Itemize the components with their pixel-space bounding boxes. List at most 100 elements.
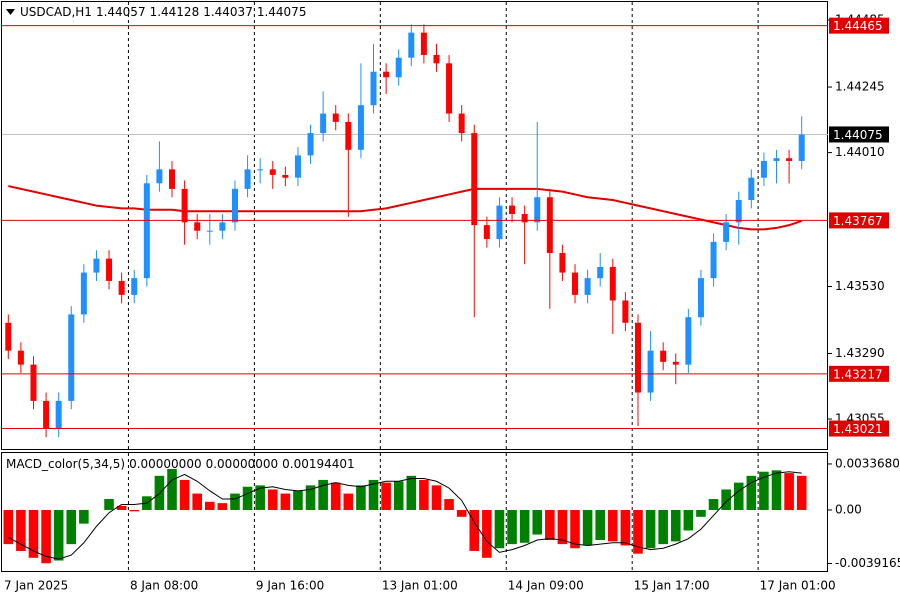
macd-bar [696, 509, 706, 517]
candle-body [244, 169, 251, 189]
hist-value: 0.00194401 [282, 457, 355, 471]
candle-body [597, 266, 604, 279]
macd-bar [658, 509, 668, 545]
candle-body [735, 200, 742, 223]
y-tick-label: -0.0039165 [835, 556, 900, 570]
macd-bar [192, 493, 202, 510]
x-tick-label: 14 Jan 09:00 [508, 579, 584, 593]
macd-bar [104, 499, 114, 510]
candle-body [559, 253, 566, 273]
macd-bar [545, 509, 555, 541]
macd-bar [217, 503, 228, 510]
candle-body [672, 361, 679, 365]
macd-bar [267, 489, 278, 510]
macd-bar [633, 509, 643, 554]
candle-body [546, 197, 553, 254]
open-value: 1.44057 [95, 5, 146, 19]
macd-bar [419, 479, 429, 510]
macd-bar [759, 471, 769, 510]
candle-body [169, 169, 176, 189]
macd-bar [255, 485, 265, 510]
macd-bar [3, 509, 14, 545]
low-value: 1.44037 [203, 5, 253, 19]
candle-body [496, 205, 503, 240]
candle-body [156, 169, 163, 184]
macd-bar [683, 509, 694, 531]
candle-body [320, 113, 327, 134]
candle-body [5, 322, 12, 351]
macd-bar [293, 490, 303, 510]
candle-body [17, 350, 24, 365]
candle-body [231, 188, 238, 223]
candle-body [786, 158, 793, 161]
macd-bar [368, 479, 379, 510]
candle-body [647, 350, 654, 393]
candle-body [294, 155, 301, 178]
level-tag [829, 17, 889, 34]
candle-body [697, 278, 704, 318]
level-tag [829, 420, 889, 437]
candle-body [357, 105, 364, 150]
candle-body [80, 272, 87, 315]
macd-bar [507, 509, 517, 545]
macd-bar [66, 509, 77, 545]
macd-value: 0.00000000 [129, 457, 202, 471]
candle-body [685, 317, 692, 365]
macd-frame [1, 452, 828, 572]
macd-bar [557, 509, 568, 545]
y-tick-label: 1.44245 [835, 80, 885, 94]
macd-bar [41, 509, 51, 564]
candle-body [269, 169, 276, 175]
macd-bar [469, 509, 480, 551]
macd-bar [645, 509, 656, 549]
macd-bar [771, 470, 782, 510]
macd-bar [16, 509, 26, 551]
candle-body [30, 364, 37, 401]
level-tag [829, 212, 889, 229]
signal-line [8, 471, 802, 560]
candle-body [509, 205, 516, 214]
macd-bar [406, 475, 417, 510]
menu-icon[interactable] [6, 9, 15, 15]
candle-body [798, 134, 805, 161]
candle-body [257, 169, 264, 171]
level-label: 1.43021 [833, 422, 883, 436]
level-label: 1.43217 [833, 367, 883, 381]
candle-body [43, 400, 50, 429]
macd-bar [431, 485, 442, 510]
candle-body [395, 57, 402, 78]
macd-bar [482, 509, 492, 558]
macd-bar [179, 479, 190, 510]
macd-bar [670, 509, 681, 542]
macd-bar [456, 509, 467, 517]
candle-body [609, 266, 616, 301]
candle-body [408, 32, 415, 58]
candle-body [420, 32, 427, 55]
macd-bar [721, 489, 731, 510]
candle-body [773, 158, 780, 161]
candle-body [660, 350, 667, 362]
macd-bar [79, 509, 89, 524]
level-tag [829, 365, 889, 382]
x-tick-label: 7 Jan 2025 [4, 579, 68, 593]
y-tick-label: 1.44010 [835, 145, 885, 159]
macd-bar [356, 485, 366, 510]
candle-body [433, 54, 440, 64]
macd-bar [444, 499, 454, 510]
candle-body [760, 160, 767, 178]
candle-body [622, 300, 629, 323]
macd-bar [318, 479, 328, 510]
candle-body [446, 63, 453, 114]
candle-body [194, 222, 201, 231]
candle-body [219, 222, 226, 231]
candle-body [206, 230, 213, 232]
macd-bar [620, 509, 631, 546]
level-label: 1.43767 [833, 214, 883, 228]
x-tick-label: 17 Jan 01:00 [760, 579, 836, 593]
candle-body [131, 278, 138, 295]
macd-bar [230, 493, 240, 510]
macd-bar [53, 509, 64, 561]
macd-bar [28, 509, 39, 558]
macd-bar [708, 499, 719, 510]
